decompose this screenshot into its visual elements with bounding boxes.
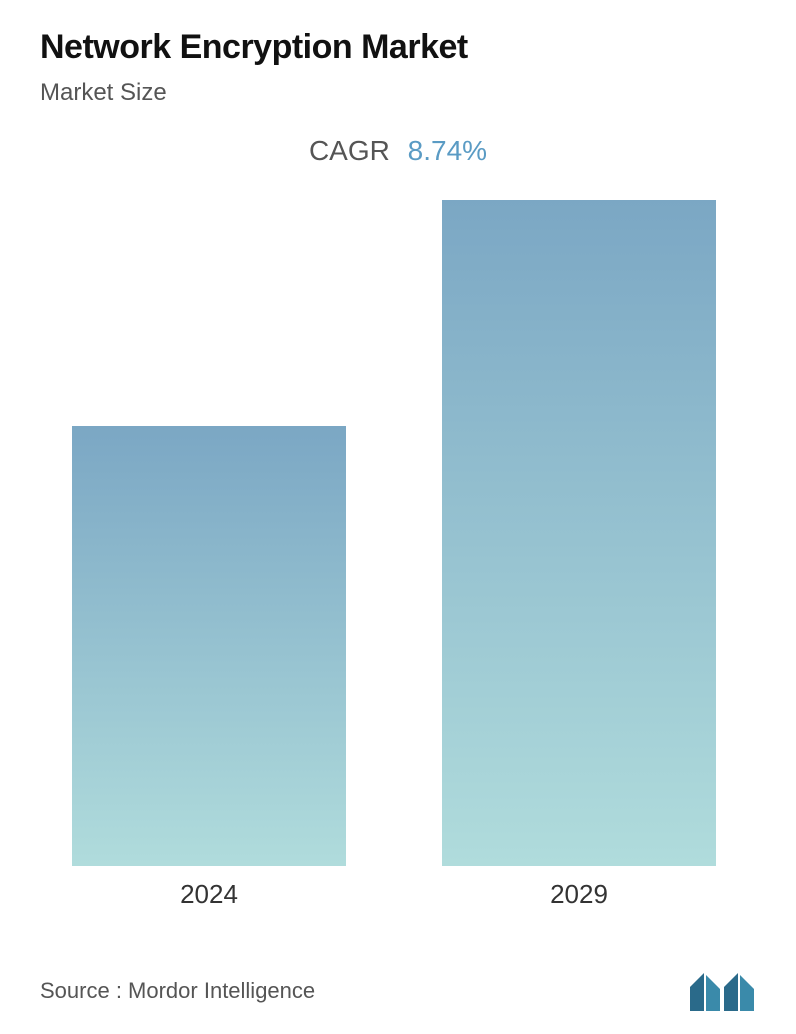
cagr-value: 8.74% (408, 135, 487, 166)
source-text: Source : Mordor Intelligence (40, 978, 315, 1004)
chart-subtitle: Market Size (40, 79, 756, 107)
cagr-row: CAGR 8.74% (0, 135, 796, 167)
mordor-logo-icon (688, 969, 756, 1013)
bar-fill (442, 200, 716, 866)
bar-label: 2029 (442, 879, 716, 910)
cagr-label: CAGR (309, 135, 390, 166)
bar-chart: 2024 2029 (0, 200, 796, 914)
footer: Source : Mordor Intelligence (0, 962, 796, 1034)
bar-fill (72, 426, 346, 866)
bar-2029: 2029 (442, 200, 716, 866)
bar-2024: 2024 (72, 426, 346, 866)
header: Network Encryption Market Market Size (0, 0, 796, 117)
chart-title: Network Encryption Market (40, 28, 756, 67)
bar-label: 2024 (72, 879, 346, 910)
